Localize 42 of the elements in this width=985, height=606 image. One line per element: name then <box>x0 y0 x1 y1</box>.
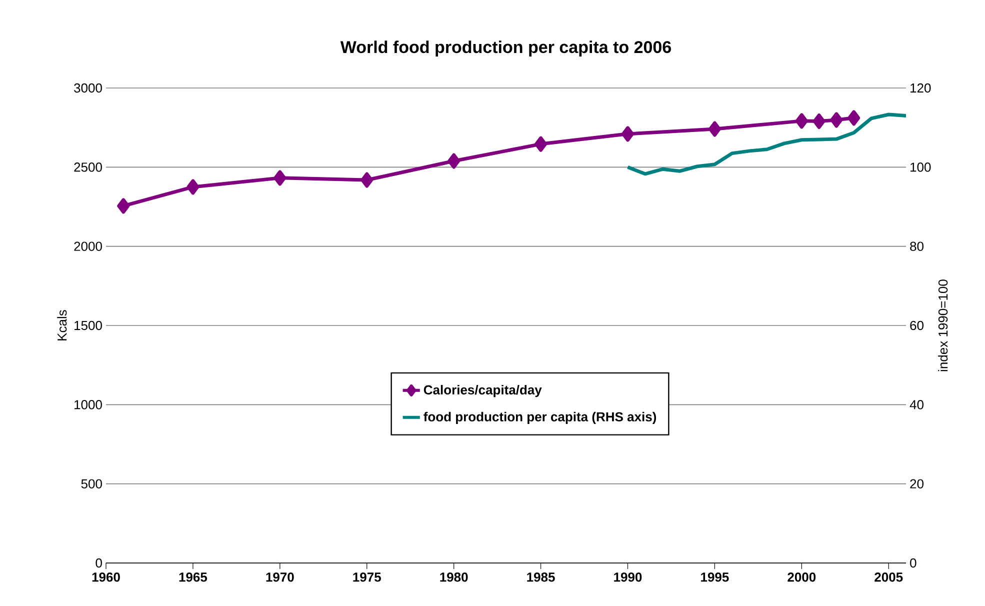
point <box>812 114 826 129</box>
legend-label: food production per capita (RHS axis) <box>424 412 656 424</box>
y-tick-label: 1000 <box>74 400 102 410</box>
y-tick-label: 500 <box>81 479 102 488</box>
x-tick-label: 1980 <box>440 572 468 582</box>
y2-tick-label: 60 <box>910 320 924 330</box>
y2-tick-label: 120 <box>910 83 931 93</box>
point <box>274 170 286 186</box>
point <box>448 153 460 169</box>
x-tick-label: 1985 <box>527 572 555 582</box>
point <box>848 110 860 126</box>
y2-tick-label: 0 <box>910 558 916 568</box>
y-tick-label: 0 <box>96 558 102 568</box>
y-tick-label: 2500 <box>74 162 102 172</box>
y2-tick-label: 100 <box>910 162 931 172</box>
y2-axis-title: index 1990=100 <box>938 280 948 372</box>
y-tick-label: 1500 <box>74 320 102 330</box>
point <box>708 121 721 137</box>
x-tick-label: 1975 <box>353 572 381 582</box>
y2-tick-label: 80 <box>910 242 924 251</box>
x-tick-label: 1960 <box>92 572 120 582</box>
x-tick-label: 1965 <box>179 572 208 582</box>
x-tick-label: 2000 <box>788 572 816 582</box>
x-tick-label: 1970 <box>266 572 294 582</box>
x-tick-label: 1990 <box>614 572 642 582</box>
point <box>830 112 843 128</box>
y-tick-label: 2000 <box>74 242 102 251</box>
point <box>795 113 808 129</box>
legend-label: Calories/capita/day <box>424 384 542 398</box>
line-series <box>626 112 906 176</box>
y2-tick-label: 20 <box>910 479 924 488</box>
y2-tick-label: 40 <box>910 400 924 410</box>
x-tick-label: 2005 <box>874 572 903 582</box>
point <box>534 136 548 152</box>
point <box>621 126 634 142</box>
y-tick-label: 3000 <box>74 83 102 93</box>
point <box>117 198 130 214</box>
y-axis-title: Kcals <box>57 310 67 340</box>
x-tick-label: 1995 <box>701 572 729 582</box>
point <box>186 179 200 195</box>
chart-title: World food production per capita to 2006 <box>340 40 671 56</box>
point <box>360 172 374 188</box>
